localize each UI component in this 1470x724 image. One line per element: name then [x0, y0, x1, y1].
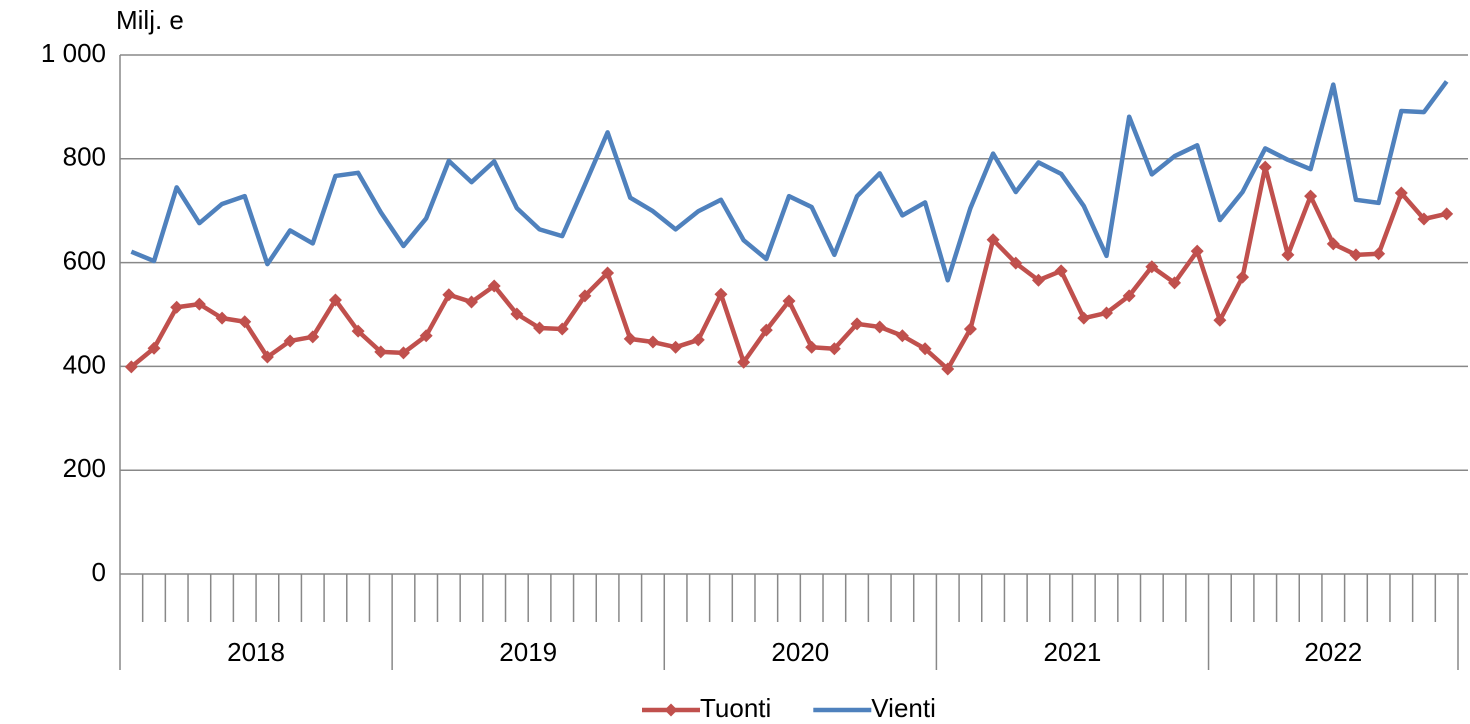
- marker: [782, 294, 796, 308]
- year-label: 2022: [1304, 637, 1362, 667]
- marker: [487, 279, 501, 293]
- marker: [850, 317, 864, 331]
- marker: [1122, 289, 1136, 303]
- marker: [827, 342, 841, 356]
- line-series: [130, 80, 1449, 283]
- marker: [396, 346, 410, 360]
- marker: [1304, 189, 1318, 203]
- marker: [737, 355, 751, 369]
- marker: [1145, 260, 1159, 274]
- marker: [215, 311, 229, 325]
- legend-label: Tuonti: [700, 693, 771, 723]
- marker: [374, 345, 388, 359]
- y-tick-label: 0: [92, 557, 106, 587]
- y-tick-label: 200: [63, 453, 106, 483]
- marker: [1372, 247, 1386, 261]
- year-label: 2018: [227, 637, 285, 667]
- marker: [941, 362, 955, 376]
- marker: [1168, 276, 1182, 290]
- year-label: 2020: [771, 637, 829, 667]
- marker: [351, 324, 365, 338]
- marker: [646, 335, 660, 349]
- marker: [1054, 264, 1068, 278]
- marker: [306, 330, 320, 344]
- y-tick-label: 600: [63, 245, 106, 275]
- marker: [1099, 306, 1113, 320]
- marker: [623, 332, 637, 346]
- marker: [986, 233, 1000, 247]
- marker: [714, 287, 728, 301]
- marker: [238, 315, 252, 329]
- marker: [1394, 186, 1408, 200]
- marker: [510, 307, 524, 321]
- marker: [260, 350, 274, 364]
- marker: [691, 333, 705, 347]
- marker: [1213, 313, 1227, 327]
- year-label: 2021: [1044, 637, 1102, 667]
- marker: [873, 320, 887, 334]
- marker: [1440, 207, 1454, 221]
- marker: [555, 322, 569, 336]
- marker: [170, 300, 184, 314]
- marker: [533, 321, 547, 335]
- marker: [1190, 244, 1204, 258]
- marker: [1258, 160, 1272, 174]
- marker: [1281, 248, 1295, 262]
- legend-marker: [664, 703, 678, 717]
- marker: [1077, 311, 1091, 325]
- marker: [895, 329, 909, 343]
- year-label: 2019: [499, 637, 557, 667]
- marker: [419, 329, 433, 343]
- y-tick-label: 1 000: [41, 38, 106, 68]
- marker: [601, 266, 615, 280]
- marker: [1031, 273, 1045, 287]
- y-tick-label: 400: [63, 349, 106, 379]
- y-tick-label: 800: [63, 142, 106, 172]
- legend-label: Vienti: [871, 693, 936, 723]
- marker: [1009, 256, 1023, 270]
- marker: [918, 342, 932, 356]
- marker: [578, 289, 592, 303]
- marker: [759, 323, 773, 337]
- marker: [805, 340, 819, 354]
- marker: [442, 288, 456, 302]
- marker: [1236, 270, 1250, 284]
- y-unit-label: Milj. e: [116, 5, 184, 35]
- marker: [1417, 212, 1431, 226]
- marker: [963, 322, 977, 336]
- marker: [283, 334, 297, 348]
- marker: [147, 341, 161, 355]
- marker: [1326, 237, 1340, 251]
- marker: [192, 297, 206, 311]
- marker: [669, 340, 683, 354]
- marker: [465, 295, 479, 309]
- marker: [328, 293, 342, 307]
- marker: [124, 360, 138, 374]
- marker: [1349, 248, 1363, 262]
